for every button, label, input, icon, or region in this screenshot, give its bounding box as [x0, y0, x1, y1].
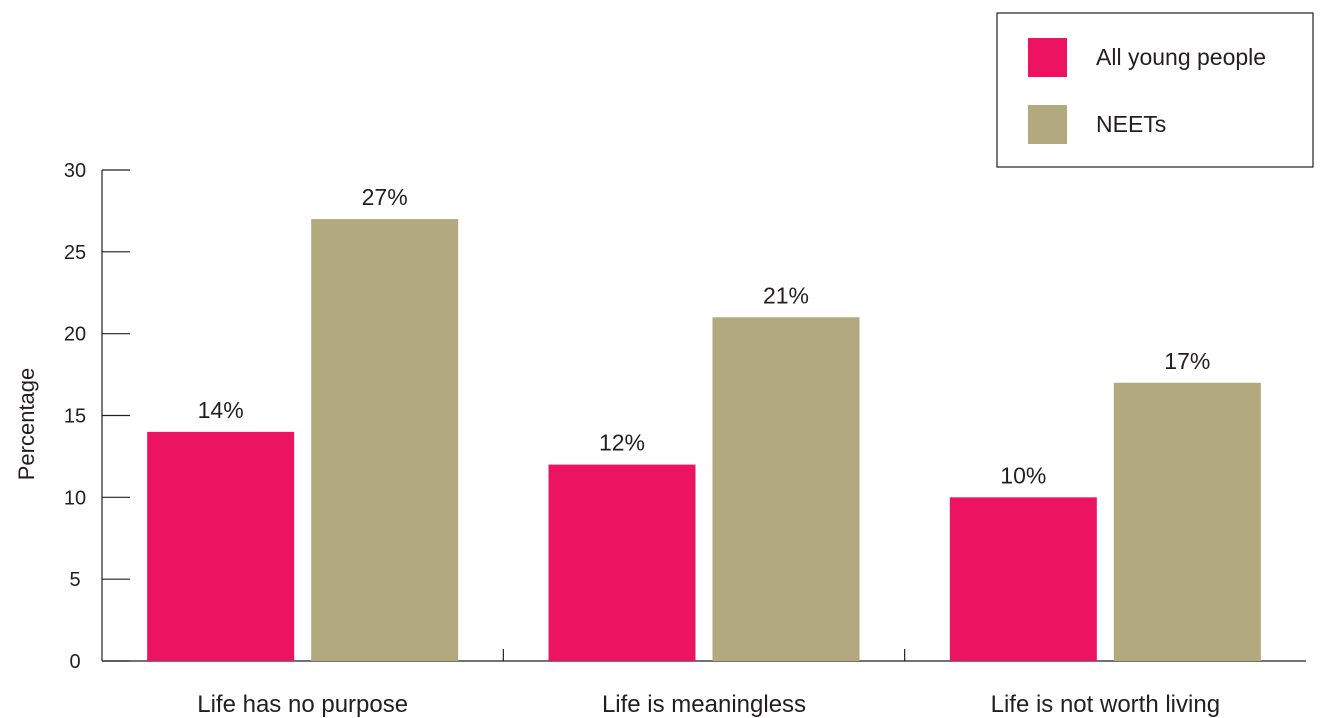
y-tick-label: 25: [64, 242, 86, 264]
y-tick-label: 30: [64, 160, 86, 182]
data-labels: 14% 27% 12% 21% 10% 17%: [198, 184, 1211, 488]
data-label: 14%: [198, 397, 244, 423]
data-label: 10%: [1000, 462, 1046, 488]
y-axis-ticks: 0 5 10 15 20 25 30: [64, 160, 130, 673]
bar: [548, 464, 696, 661]
legend-label: All young people: [1096, 44, 1266, 70]
y-axis-title: Percentage: [14, 368, 39, 481]
y-tick-label: 5: [69, 569, 80, 591]
y-tick-label: 15: [64, 406, 86, 428]
category-label: Life is meaningless: [602, 691, 806, 718]
data-label: 12%: [599, 430, 645, 456]
bar: [949, 497, 1097, 661]
y-tick-label: 0: [69, 651, 80, 673]
legend-label: NEETs: [1096, 111, 1166, 137]
legend: All young people NEETs: [996, 12, 1314, 168]
bar: [311, 219, 459, 661]
legend-swatch: [1028, 38, 1067, 77]
bars: [147, 219, 1261, 661]
category-labels: Life has no purpose Life is meaningless Li…: [197, 691, 1220, 718]
data-label: 21%: [763, 282, 809, 308]
category-label: Life has no purpose: [197, 691, 408, 718]
bar: [147, 431, 295, 661]
bar: [1113, 382, 1261, 661]
bar: [712, 317, 860, 661]
data-label: 27%: [362, 184, 408, 210]
y-tick-label: 10: [64, 487, 86, 509]
category-label: Life is not worth living: [991, 691, 1220, 718]
legend-swatch: [1028, 105, 1067, 144]
y-tick-label: 20: [64, 324, 86, 346]
data-label: 17%: [1164, 348, 1210, 374]
